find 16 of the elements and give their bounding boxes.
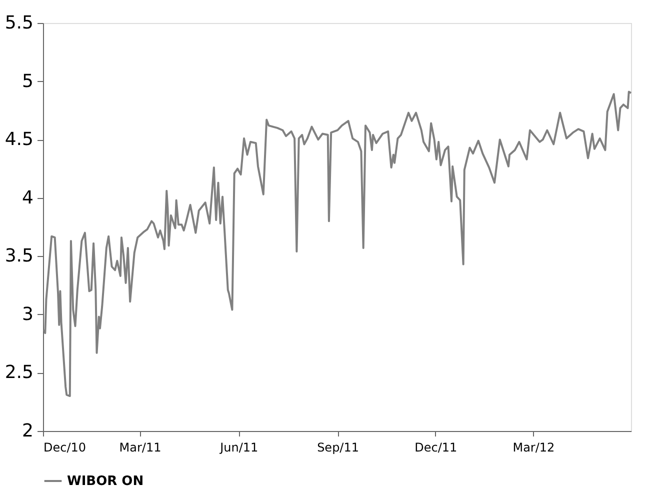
y-tick-label: 5: [22, 70, 34, 92]
line-series: [43, 90, 632, 398]
y-tick-label: 5.5: [4, 12, 34, 34]
y-tick-label: 2.5: [4, 362, 34, 384]
x-tick-label: Mar/12: [512, 440, 555, 454]
y-tick-label: 2: [22, 420, 34, 442]
x-tick-label: Sep/11: [317, 440, 360, 454]
x-tick-label: Dec/11: [414, 440, 458, 454]
y-tick-label: 3: [22, 304, 34, 325]
x-tick-label: Mar/11: [119, 440, 162, 454]
y-tick-label: 3.5: [4, 246, 34, 267]
x-tick-label: Jun/11: [219, 440, 258, 454]
y-tick-label: 4: [22, 187, 34, 208]
legend-label: WIBOR ON: [67, 474, 144, 489]
y-tick-label: 4.5: [4, 129, 34, 150]
x-tick-label: Dec/10: [44, 440, 86, 454]
